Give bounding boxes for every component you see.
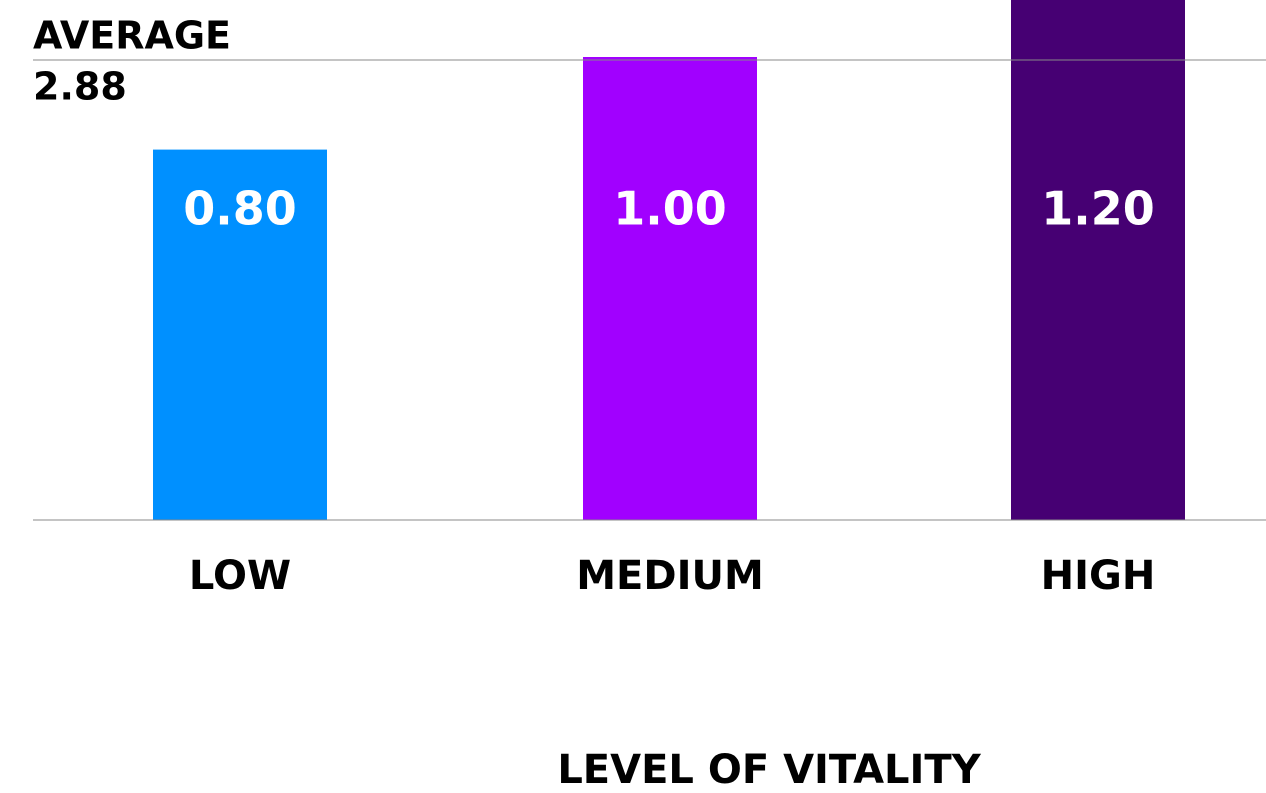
x-tick-label: HIGH [1041, 553, 1156, 599]
x-tick-label: LOW [189, 553, 291, 599]
bar [153, 149, 327, 520]
bars [153, 0, 1185, 520]
value-label: 1.20 [1041, 182, 1155, 236]
bar [1011, 0, 1185, 520]
x-tick-label: MEDIUM [576, 553, 764, 599]
average-label: AVERAGE [33, 14, 231, 58]
value-label: 1.00 [613, 182, 727, 236]
average-value: 2.88 [33, 65, 127, 109]
value-label: 0.80 [183, 182, 297, 236]
x-axis-title: LEVEL OF VITALITY [557, 747, 981, 793]
bar [583, 57, 757, 520]
